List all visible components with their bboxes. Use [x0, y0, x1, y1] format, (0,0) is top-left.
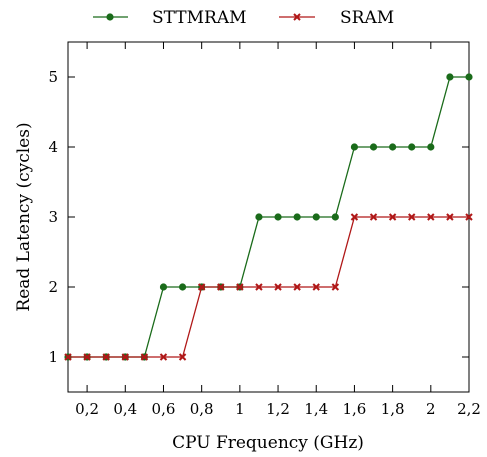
series-line-sram [68, 216, 469, 358]
data-point-sttmram [293, 213, 301, 221]
y-tick-label: 2 [48, 278, 58, 296]
series-group [64, 73, 473, 361]
data-point-sram [255, 283, 263, 291]
legend-label-sttmram: STTMRAM [152, 8, 247, 28]
x-tick-label: 1 [235, 400, 245, 418]
data-point-sttmram [389, 143, 397, 151]
data-point-sram [446, 213, 454, 221]
data-point-sttmram [369, 143, 378, 151]
data-point-sram [388, 213, 397, 221]
data-point-sttmram [274, 213, 282, 221]
legend: STTMRAM SRAM [93, 8, 394, 28]
data-point-sram [331, 283, 340, 291]
data-point-sram [102, 353, 110, 361]
data-point-sram [197, 283, 206, 291]
data-point-sram [427, 213, 435, 221]
data-point-sram [369, 213, 378, 221]
x-tick-label: 1,8 [381, 400, 405, 418]
data-point-sram [217, 283, 225, 291]
data-point-sram [350, 213, 359, 221]
data-point-sttmram [446, 73, 454, 81]
y-tick-labels: 1 2 3 4 5 [48, 68, 58, 366]
data-point-sram [159, 353, 168, 361]
y-tick-label: 3 [48, 208, 58, 226]
data-point-sttmram [178, 283, 187, 291]
x-tick-label: 0,8 [190, 400, 214, 418]
data-point-sram [83, 353, 91, 361]
data-point-sttmram [465, 73, 473, 81]
data-point-sram [64, 353, 72, 361]
y-tick-label: 4 [48, 138, 58, 156]
data-point-sram [312, 283, 320, 291]
legend-item-sram: SRAM [279, 8, 394, 28]
data-point-sram [465, 213, 473, 221]
x-tick-label: 1,6 [342, 400, 366, 418]
data-point-sttmram [159, 283, 168, 291]
y-tick-label: 5 [48, 68, 58, 86]
legend-marker-sram [293, 13, 301, 21]
x-tick-label: 0,4 [113, 400, 137, 418]
x-tick-labels: 0,2 0,4 0,6 0,8 1 1,2 1,4 1,6 1,8 2 2,2 [75, 400, 481, 418]
data-point-sram [236, 283, 244, 291]
data-point-sram [408, 213, 416, 221]
data-point-sram [293, 283, 301, 291]
legend-item-sttmram: STTMRAM [93, 8, 247, 28]
y-axis-title: Read Latency (cycles) [14, 122, 34, 311]
x-axis-title: CPU Frequency (GHz) [172, 433, 364, 453]
x-tick-label: 0,2 [75, 400, 99, 418]
data-point-sttmram [350, 143, 359, 151]
axis-ticks [68, 42, 470, 392]
data-point-sram [274, 283, 282, 291]
legend-marker-sttmram [106, 13, 114, 21]
data-point-sttmram [408, 143, 416, 151]
data-point-sram [121, 353, 129, 361]
x-tick-label: 2,2 [457, 400, 481, 418]
data-point-sttmram [255, 213, 263, 221]
x-tick-label: 1,4 [304, 400, 328, 418]
y-tick-label: 1 [48, 348, 58, 366]
x-tick-label: 2 [426, 400, 436, 418]
x-tick-label: 1,2 [266, 400, 290, 418]
data-point-sram [140, 353, 149, 361]
x-tick-label: 0,6 [152, 400, 176, 418]
series-sram [64, 213, 473, 361]
data-point-sram [178, 353, 187, 361]
data-point-sttmram [312, 213, 320, 221]
data-point-sttmram [331, 213, 339, 221]
legend-label-sram: SRAM [340, 8, 394, 28]
data-point-sttmram [427, 143, 435, 151]
